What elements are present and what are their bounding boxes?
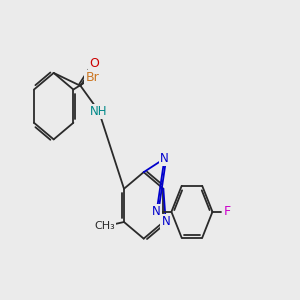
Text: N: N: [160, 152, 169, 165]
Text: CH₃: CH₃: [95, 221, 116, 231]
Text: Br: Br: [85, 71, 99, 84]
Text: F: F: [224, 205, 231, 218]
Text: N: N: [152, 205, 161, 218]
Text: NH: NH: [90, 105, 108, 118]
Text: N: N: [161, 215, 170, 228]
Text: O: O: [89, 57, 99, 70]
